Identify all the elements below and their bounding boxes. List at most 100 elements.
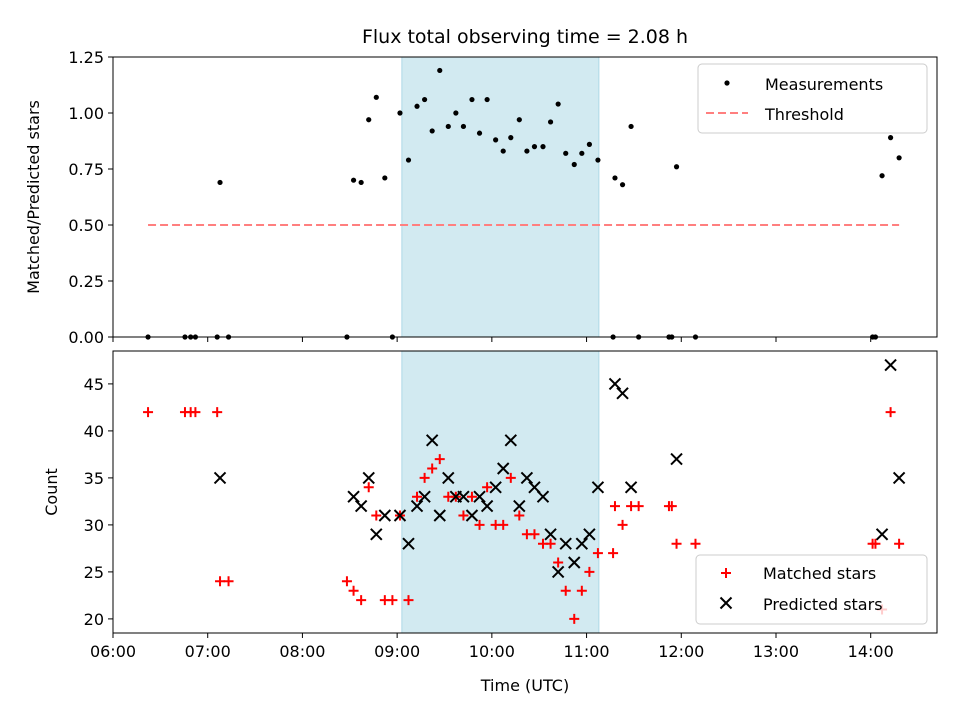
matched-star-point xyxy=(458,510,469,521)
legend-matched-marker xyxy=(721,568,731,578)
y-tick-label: 25 xyxy=(84,563,104,582)
predicted-star-point xyxy=(559,537,572,550)
matched-star-point xyxy=(569,613,580,624)
measurement-point xyxy=(397,110,403,116)
predicted-star-point xyxy=(473,490,486,503)
predicted-star-point xyxy=(393,509,407,522)
y-tick-label: 1.00 xyxy=(68,104,104,123)
predicted-star-point xyxy=(213,471,227,485)
matched-star-point xyxy=(560,585,571,596)
y-tick-label: 1.25 xyxy=(68,48,104,67)
count-panel-y-axis: 20 25 30 35 40 45 xyxy=(84,375,113,629)
predicted-star-point xyxy=(544,528,557,541)
matched-star-point xyxy=(466,491,477,502)
x-tick-label: 06:00 xyxy=(90,642,136,661)
measurement-point xyxy=(516,117,522,123)
matched-star-point xyxy=(529,529,540,540)
matched-star-point xyxy=(212,407,223,418)
ratio-panel-x-ticks xyxy=(112,337,872,342)
matched-star-point xyxy=(505,472,516,483)
matched-star-point xyxy=(666,501,677,512)
measurement-point xyxy=(571,161,577,168)
predicted-star-point xyxy=(568,556,581,569)
measurement-point xyxy=(414,103,420,109)
count-panel-legend: Matched stars Predicted stars xyxy=(695,554,928,625)
matched-star-point xyxy=(885,407,896,418)
observing-window-span xyxy=(401,56,600,338)
matched-star-point xyxy=(215,576,226,587)
matched-star-point xyxy=(617,519,628,530)
predicted-star-point xyxy=(520,471,534,485)
measurement-point xyxy=(500,148,506,154)
measurement-point xyxy=(887,135,894,141)
matched-star-point xyxy=(608,548,619,559)
legend-predicted-marker xyxy=(719,596,733,610)
measurement-point xyxy=(628,123,634,130)
measurement-point xyxy=(673,164,680,170)
matched-star-point xyxy=(412,491,423,502)
matched-star-point xyxy=(553,557,564,568)
measurement-point xyxy=(484,96,490,103)
matched-star-point xyxy=(870,538,881,549)
predicted-star-point xyxy=(504,434,518,447)
matched-star-point xyxy=(419,472,430,483)
predicted-star-point xyxy=(442,471,455,485)
x-tick-label: 07:00 xyxy=(185,642,231,661)
legend-box xyxy=(695,554,928,625)
legend-matched-label: Matched stars xyxy=(763,564,876,583)
predicted-star-point xyxy=(624,481,638,494)
predicted-star-point xyxy=(575,537,589,550)
measurement-point xyxy=(563,150,569,156)
measurement-point xyxy=(405,157,412,163)
predicted-star-point xyxy=(465,509,479,522)
measurement-point xyxy=(476,130,483,136)
measurement-point xyxy=(493,137,499,143)
matched-star-point xyxy=(474,519,485,530)
x-tick-label: 14:00 xyxy=(848,642,894,661)
matched-star-point xyxy=(514,510,525,521)
count-panel-y-label: Count xyxy=(42,468,61,516)
x-tick-label: 11:00 xyxy=(564,642,610,661)
matched-star-point xyxy=(434,454,445,465)
y-tick-label: 20 xyxy=(84,610,104,629)
measurement-point xyxy=(579,150,585,156)
measurement-point xyxy=(619,182,626,188)
measurement-point xyxy=(382,175,388,181)
count-panel: 20 25 30 35 40 45 06:00 07:00 08:00 09:00 10:00 11… xyxy=(42,350,938,695)
predicted-star-point xyxy=(583,528,596,541)
legend-box xyxy=(697,63,928,134)
x-tick-label: 12:00 xyxy=(658,642,704,661)
matched-star-point xyxy=(143,407,154,418)
predicted-star-point xyxy=(892,471,906,485)
measurement-point xyxy=(586,141,593,147)
matched-star-point xyxy=(482,482,493,493)
matched-star-point xyxy=(576,585,587,596)
measurement-point xyxy=(896,155,902,161)
predicted-star-point xyxy=(418,490,431,503)
y-tick-label: 0.00 xyxy=(68,328,104,347)
matched-star-point xyxy=(545,538,556,549)
measurement-point xyxy=(612,175,618,181)
predicted-star-point xyxy=(497,462,510,475)
predicted-star-point xyxy=(551,565,565,579)
predicted-star-point xyxy=(354,499,368,513)
x-axis-label: Time (UTC) xyxy=(480,676,569,695)
measurement-point xyxy=(366,117,372,123)
matched-star-point xyxy=(387,595,398,606)
predicted-star-point xyxy=(616,387,629,400)
y-tick-label: 40 xyxy=(84,422,104,441)
count-panel-marks xyxy=(143,358,906,624)
matched-star-point xyxy=(427,463,438,474)
predicted-star-point xyxy=(480,499,494,513)
matched-star-point xyxy=(671,538,682,549)
measurement-point xyxy=(524,148,530,154)
measurement-point xyxy=(358,179,364,186)
y-tick-label: 0.25 xyxy=(68,272,104,291)
predicted-star-point xyxy=(875,528,889,541)
measurement-point xyxy=(429,128,435,134)
x-tick-label: 09:00 xyxy=(374,642,420,661)
matched-star-point xyxy=(341,576,352,587)
matched-star-point xyxy=(363,482,374,493)
predicted-star-point xyxy=(347,490,360,503)
